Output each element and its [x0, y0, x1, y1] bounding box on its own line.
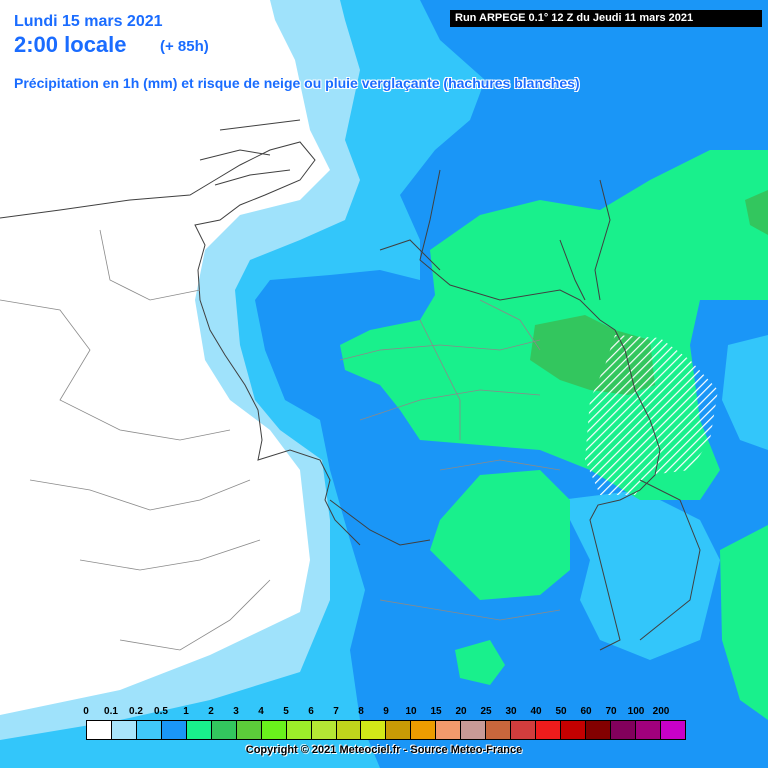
legend-tick-label: 10	[405, 706, 417, 717]
legend-tick-label: 2	[208, 706, 214, 717]
legend-tick-label: 4	[258, 706, 264, 717]
forecast-offset: (+ 85h)	[160, 38, 209, 55]
legend-swatch	[311, 721, 337, 739]
legend-ticks: 0 0.1 0.2 0.5 1 2 3 4 5 6 7 8 9 10 15 20 25 30 40 50 60 70 100…	[83, 706, 686, 718]
legend-swatch	[411, 721, 437, 739]
legend-tick-label: 0	[83, 706, 89, 717]
legend-swatch	[336, 721, 362, 739]
legend-color-bar	[86, 720, 686, 740]
legend-tick-label: 50	[555, 706, 567, 717]
legend-tick-label: 1	[183, 706, 189, 717]
legend-swatch	[161, 721, 187, 739]
legend-tick-label: 7	[333, 706, 339, 717]
legend-tick-label: 200	[652, 706, 670, 717]
legend-swatch	[87, 721, 112, 739]
legend-swatch	[586, 721, 612, 739]
legend-swatch	[536, 721, 562, 739]
delta-islands	[199, 119, 301, 186]
legend-tick-label: 70	[605, 706, 617, 717]
forecast-date: Lundi 15 mars 2021	[14, 13, 163, 30]
legend-swatch	[136, 721, 162, 739]
forecast-time: 2:00 locale	[14, 32, 127, 57]
legend-tick-label: 20	[455, 706, 467, 717]
run-label: Run ARPEGE 0.1° 12 Z du Jeudi 11 mars 20…	[450, 10, 762, 27]
copyright: Copyright © 2021 Meteociel.fr - Source M…	[245, 744, 523, 756]
precip-zone-green-small	[455, 640, 505, 685]
legend-tick-label: 60	[580, 706, 592, 717]
legend-tick-label: 5	[283, 706, 289, 717]
legend-swatch	[286, 721, 312, 739]
country-borders	[329, 169, 701, 651]
legend-swatch	[486, 721, 512, 739]
precip-zone-mid-se	[560, 490, 720, 660]
snow-risk-hatched-zone	[585, 335, 718, 495]
legend-tick-label: 6	[308, 706, 314, 717]
legend-tick-label: 15	[430, 706, 442, 717]
coastline	[0, 141, 361, 546]
legend-swatch	[236, 721, 262, 739]
legend-swatch	[561, 721, 587, 739]
legend-swatch	[361, 721, 387, 739]
legend-tick-label: 0.5	[154, 706, 168, 717]
legend-tick-label: 3	[233, 706, 239, 717]
precip-zone-green-dark-ne	[745, 190, 768, 235]
legend-swatch	[461, 721, 487, 739]
legend-swatch	[611, 721, 636, 739]
legend-swatch	[386, 721, 412, 739]
legend-swatch	[261, 721, 287, 739]
precip-zone-green-east	[720, 525, 768, 720]
legend-swatch	[660, 721, 685, 739]
legend-tick-label: 9	[383, 706, 389, 717]
legend-swatch	[211, 721, 237, 739]
legend-swatch	[186, 721, 212, 739]
legend-swatch	[436, 721, 462, 739]
legend-tick-label: 40	[530, 706, 542, 717]
map-title: Précipitation en 1h (mm) et risque de ne…	[14, 75, 580, 91]
legend-swatch	[111, 721, 137, 739]
legend-swatch	[511, 721, 537, 739]
legend-tick-label: 25	[480, 706, 492, 717]
region-boundaries	[0, 229, 561, 651]
legend-tick-label: 0.2	[129, 706, 143, 717]
legend-tick-label: 8	[358, 706, 364, 717]
precip-zone-mid-e	[722, 335, 768, 450]
legend-tick-label: 0.1	[104, 706, 118, 717]
legend-tick-label: 100	[627, 706, 645, 717]
precip-zone-green-south	[430, 470, 570, 600]
legend-swatch	[635, 721, 661, 739]
legend-tick-label: 30	[505, 706, 517, 717]
